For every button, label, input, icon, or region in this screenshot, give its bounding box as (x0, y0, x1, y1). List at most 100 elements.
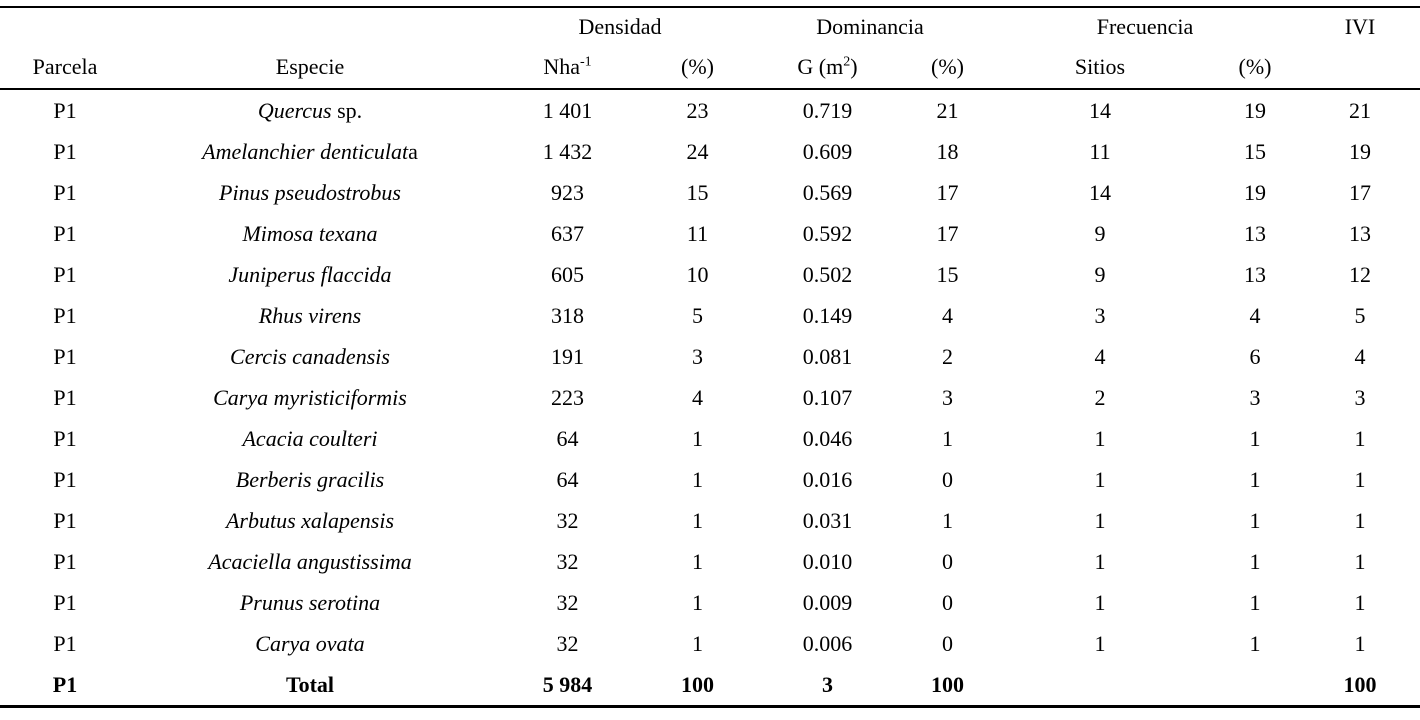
table-row: P1 Carya myristiciformis 223 4 0.107 3 2 3 3 (0, 377, 1420, 418)
col-header-especie: Especie (130, 46, 490, 90)
table-row: P1 Arbutus xalapensis 32 1 0.031 1 1 1 1 (0, 500, 1420, 541)
frecuencia-pct-cell: 15 (1244, 138, 1266, 164)
nha-cell: 32 (556, 548, 579, 574)
especie-cell: Prunus serotina (130, 582, 490, 623)
frecuencia-pct-cell: 1 (1249, 589, 1261, 615)
parcela-cell: P1 (53, 589, 77, 615)
densidad-pct-cell: 1 (692, 548, 703, 574)
ivi-cell: 5 (1354, 302, 1366, 328)
frecuencia-pct-cell: 19 (1244, 179, 1266, 205)
species-name-italic: Mimosa texana (242, 220, 378, 246)
densidad-pct-cell: 11 (686, 220, 709, 246)
ivi-cell: 17 (1349, 179, 1371, 205)
g-m2-cell: 0.609 (802, 138, 853, 164)
col-header-parcela: Parcela (0, 46, 130, 90)
nha-cell: 1 432 (542, 138, 593, 164)
g-m2-cell: 0.010 (802, 548, 853, 574)
ivi-cell: 4 (1354, 343, 1366, 369)
dominancia-pct-cell: 0 (942, 466, 953, 492)
nha-cell: 5 984 (542, 671, 593, 697)
ivi-cell: 3 (1354, 384, 1366, 410)
species-name-italic: Acacia coulteri (242, 425, 378, 451)
sitios-cell: 1 (1094, 507, 1106, 533)
frecuencia-pct-cell: 6 (1249, 343, 1261, 369)
ivi-cell: 1 (1354, 507, 1366, 533)
especie-cell: Rhus virens (130, 295, 490, 336)
sitios-cell: 14 (1089, 179, 1111, 205)
species-name-roman: a (408, 138, 418, 164)
col-header-g-m2: G (m2) (750, 46, 905, 90)
dominancia-pct-cell: 0 (942, 548, 953, 574)
especie-cell: Quercus sp. (130, 89, 490, 131)
especie-cell: Pinus pseudostrobus (130, 172, 490, 213)
group-header-dominancia: Dominancia (816, 14, 924, 39)
parcela-cell: P1 (53, 302, 77, 328)
especie-cell: Carya myristiciformis (130, 377, 490, 418)
frecuencia-pct-cell: 1 (1249, 548, 1261, 574)
table-row: P1 Juniperus flaccida 605 10 0.502 15 9 13 12 (0, 254, 1420, 295)
group-header-spacer (0, 7, 490, 46)
sitios-cell (990, 664, 1210, 707)
dominancia-pct-cell: 17 (936, 179, 959, 205)
sitios-cell: 3 (1094, 302, 1106, 328)
nha-cell: 223 (551, 384, 584, 410)
densidad-pct-cell: 100 (681, 671, 714, 697)
species-name-italic: Pinus pseudostrobus (219, 179, 401, 205)
group-header-densidad: Densidad (578, 14, 662, 39)
densidad-pct-cell: 1 (692, 507, 703, 533)
g-m2-cell: 0.719 (802, 97, 853, 123)
especie-cell: Arbutus xalapensis (130, 500, 490, 541)
nha-cell: 32 (556, 589, 579, 615)
dominancia-pct-cell: 1 (942, 425, 953, 451)
parcela-cell: P1 (53, 384, 77, 410)
species-name-italic: Acaciella angustissima (208, 548, 412, 574)
sitios-cell: 9 (1094, 261, 1106, 287)
ivi-cell: 100 (1343, 671, 1377, 697)
species-name-italic: Carya myristiciformis (213, 384, 407, 410)
g-label-close: ) (850, 54, 858, 79)
parcela-cell: P1 (53, 466, 77, 492)
species-name-italic: Berberis gracilis (235, 466, 385, 492)
col-header-densidad-pct: (%) (645, 46, 750, 90)
sitios-cell: 4 (1094, 343, 1106, 369)
especie-cell: Mimosa texana (130, 213, 490, 254)
densidad-pct-cell: 1 (692, 425, 703, 451)
g-m2-cell: 0.046 (802, 425, 853, 451)
parcela-cell: P1 (53, 630, 77, 656)
table-row: P1 Acaciella angustissima 32 1 0.010 0 1 1 1 (0, 541, 1420, 582)
densidad-pct-cell: 1 (692, 589, 703, 615)
ivi-cell: 13 (1349, 220, 1371, 246)
densidad-pct-cell: 1 (692, 466, 703, 492)
col-header-sitios: Sitios (990, 46, 1210, 90)
frecuencia-pct-cell: 1 (1249, 507, 1261, 533)
nha-cell: 32 (556, 630, 579, 656)
species-name-italic: Carya ovata (255, 630, 365, 656)
ivi-cell: 1 (1354, 466, 1366, 492)
frecuencia-pct-cell: 3 (1249, 384, 1261, 410)
sitios-cell: 1 (1094, 589, 1106, 615)
species-name-roman: Total (285, 671, 335, 697)
dominancia-pct-cell: 3 (942, 384, 953, 410)
col-header-dominancia-pct: (%) (905, 46, 990, 90)
table-row: P1 Carya ovata 32 1 0.006 0 1 1 1 (0, 623, 1420, 664)
ivi-cell: 1 (1354, 548, 1366, 574)
species-name-italic: Amelanchier denticulat (202, 138, 409, 164)
nha-cell: 1 401 (542, 97, 593, 123)
sitios-cell: 11 (1089, 138, 1111, 164)
parcela-cell: P1 (52, 671, 78, 697)
sitios-cell: 9 (1094, 220, 1106, 246)
g-label: G (m (797, 54, 844, 79)
table-row: P1 Mimosa texana 637 11 0.592 17 9 13 13 (0, 213, 1420, 254)
table-row: P1 Amelanchier denticulata 1 432 24 0.609 18 1… (0, 131, 1420, 172)
g-m2-cell: 0.592 (802, 220, 853, 246)
especie-cell: Juniperus flaccida (130, 254, 490, 295)
ivi-cell: 1 (1354, 630, 1366, 656)
ivi-cell: 19 (1349, 138, 1371, 164)
nha-cell: 191 (551, 343, 584, 369)
especie-cell: Cercis canadensis (130, 336, 490, 377)
especie-cell: Acaciella angustissima (130, 541, 490, 582)
dominancia-pct-cell: 100 (931, 671, 964, 697)
ivi-cell: 1 (1354, 425, 1366, 451)
table-header: Densidad Dominancia Frecuencia IVI Parce… (0, 7, 1420, 90)
table-row: P1 Acacia coulteri 64 1 0.046 1 1 1 1 (0, 418, 1420, 459)
